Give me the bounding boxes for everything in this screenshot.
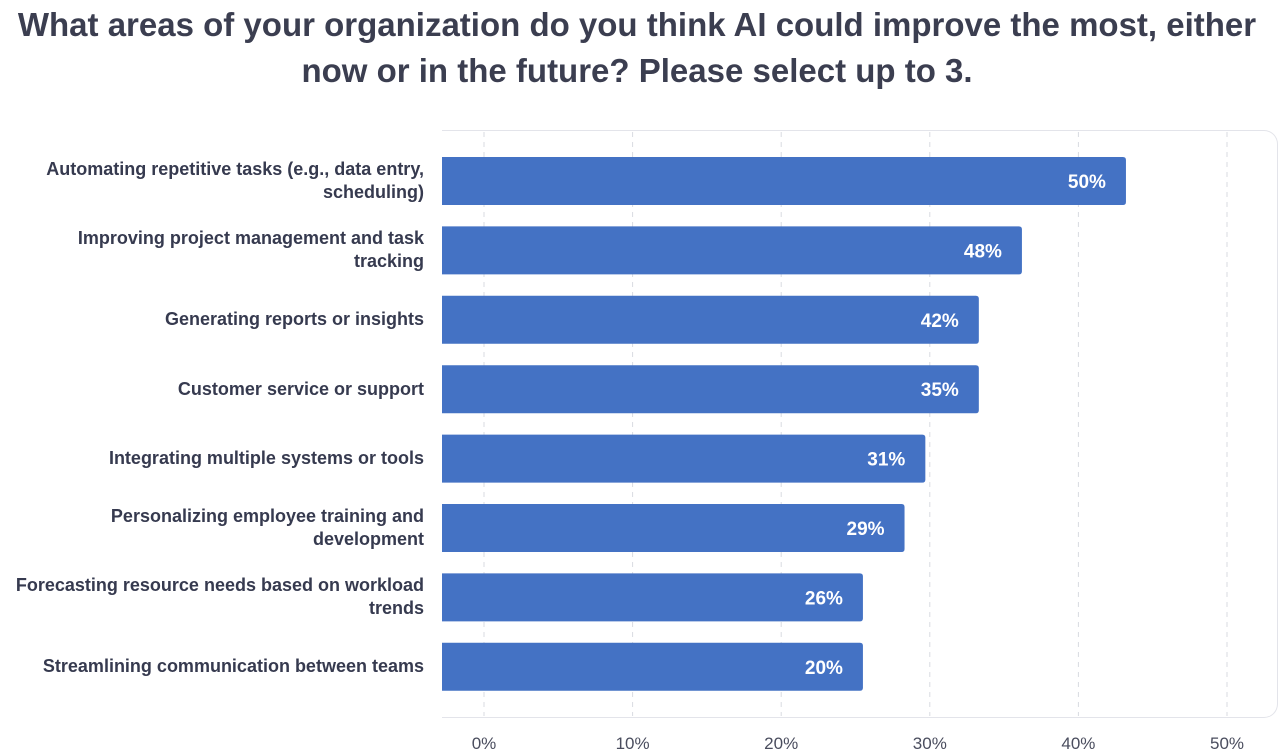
data-label: 48% <box>964 241 1002 262</box>
data-label: 35% <box>921 380 959 401</box>
bar <box>442 642 863 691</box>
bar <box>442 573 863 622</box>
x-tick-label: 10% <box>615 734 650 753</box>
category-label: Forecasting resource needs based on work… <box>15 575 424 619</box>
data-label: 42% <box>921 311 959 332</box>
data-label: 31% <box>867 450 905 471</box>
data-label: 26% <box>805 588 843 609</box>
category-label: Personalizing employee training and deve… <box>110 506 424 549</box>
chart-title: What areas of your organization do you t… <box>17 6 1257 89</box>
plot-area <box>442 130 1278 718</box>
category-label: Streamlining communication between teams <box>42 656 424 677</box>
x-tick-label: 50% <box>1209 734 1245 753</box>
bar <box>442 504 905 552</box>
bar <box>442 157 1126 205</box>
bar <box>442 365 979 414</box>
bar <box>442 434 926 483</box>
category-label: Customer service or support <box>177 378 424 399</box>
x-tick-label: 30% <box>912 734 947 753</box>
x-tick-label: 40% <box>1061 734 1096 753</box>
data-label: 20% <box>805 658 843 679</box>
bar <box>442 226 1022 275</box>
category-label: Generating reports or insights <box>164 309 424 330</box>
category-label: Automating repetitive tasks (e.g., data … <box>46 159 424 202</box>
data-label: 50% <box>1068 172 1106 193</box>
category-label: Integrating multiple systems or tools <box>108 448 424 469</box>
x-tick-label: 0% <box>471 734 497 753</box>
x-tick-label: 20% <box>764 734 799 753</box>
data-label: 29% <box>847 519 885 540</box>
category-label: Improving project management and task tr… <box>77 228 424 272</box>
bar <box>442 295 979 344</box>
